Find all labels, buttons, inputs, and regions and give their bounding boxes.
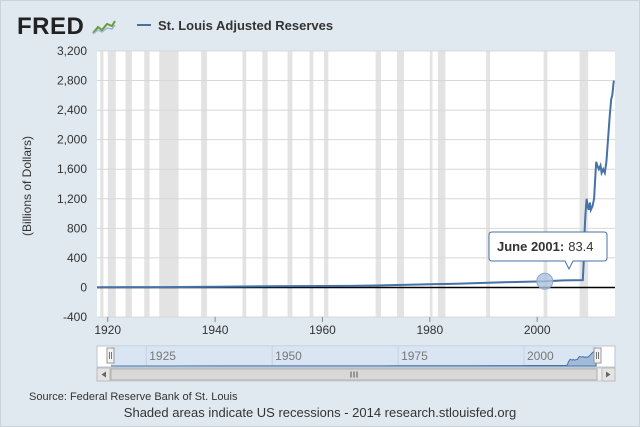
recession-band (437, 51, 446, 317)
navigator-tick-label: 1950 (275, 349, 302, 363)
navigator-tick-label: 2000 (527, 349, 554, 363)
scroll-right-button[interactable] (601, 367, 616, 382)
y-tick-label: 2,800 (57, 74, 87, 88)
tooltip: June 2001: 83.4 (488, 231, 608, 290)
recession-band (100, 51, 104, 317)
fred-logo[interactable]: FRED (17, 13, 116, 41)
legend-swatch (137, 24, 151, 26)
tooltip-box (488, 231, 608, 271)
navigator-ticks: 1925 1950 1975 2000 (145, 346, 554, 367)
recession-band (201, 51, 208, 317)
recession-band (262, 51, 268, 317)
scrollbar-thumb[interactable] (110, 368, 598, 381)
scroll-left-button[interactable] (96, 367, 111, 382)
tooltip-separator: : (560, 239, 564, 254)
x-tick-label: 1960 (309, 323, 336, 337)
x-tick-label: 2000 (524, 323, 551, 337)
footer-note[interactable]: Shaded areas indicate US recessions - 20… (123, 405, 517, 420)
trend-graph-icon (91, 20, 116, 35)
recession-band (429, 51, 433, 317)
navigator-left-handle[interactable] (106, 347, 115, 364)
y-tick-label: 1,200 (57, 192, 87, 206)
arrow-right-icon (606, 371, 611, 378)
series-group (96, 80, 615, 289)
plot-area[interactable]: June 2001: 83.4 (96, 50, 615, 318)
legend-series-label: St. Louis Adjusted Reserves (158, 17, 334, 33)
plot-background (97, 51, 615, 317)
x-tick-label: 1920 (94, 323, 121, 337)
recession-bands (100, 51, 589, 317)
y-tick-label: 0 (80, 280, 87, 294)
y-tick-label: 1,600 (57, 162, 87, 176)
navigator-selection[interactable] (111, 346, 597, 367)
recession-band (486, 51, 490, 317)
y-axis-label: (Billions of Dollars) (20, 136, 34, 236)
y-tick-label: 400 (67, 251, 87, 265)
recession-band (579, 51, 589, 317)
y-tick-label: 2,400 (57, 103, 87, 117)
navigator-tick-label: 1925 (149, 349, 176, 363)
y-tick-label: 800 (67, 221, 87, 235)
logo-text: FRED (17, 13, 85, 40)
tooltip-value: 83.4 (568, 239, 593, 254)
navigator-right-handle[interactable] (593, 347, 602, 364)
navigator-series-area (111, 349, 597, 367)
source-note: Source: Federal Reserve Bank of St. Loui… (29, 391, 238, 403)
y-axis: -400 0 400 800 1,200 1,600 2,000 2,400 2,800 3,20… (57, 44, 87, 324)
recession-band (144, 51, 150, 317)
navigator-series (111, 349, 597, 367)
chart-legend[interactable]: St. Louis Adjusted Reserves (137, 13, 333, 37)
recession-band (397, 51, 405, 317)
navigator[interactable]: 1925 1950 1975 2000 (96, 345, 616, 368)
x-tick-label: 1940 (202, 323, 229, 337)
recession-band (242, 51, 247, 317)
x-tick-label: 1980 (416, 323, 443, 337)
arrow-left-icon (101, 371, 106, 378)
y-tick-label: 2,000 (57, 133, 87, 147)
recession-band (287, 51, 293, 317)
navigator-tick-label: 1975 (401, 349, 428, 363)
y-tick-label: 3,200 (57, 44, 87, 58)
recession-band (125, 51, 132, 317)
recession-band (309, 51, 314, 317)
tooltip-text: June 2001: 83.4 (497, 239, 594, 254)
recession-band (324, 51, 329, 317)
y-tick-label: -400 (63, 310, 87, 324)
scrollbar[interactable] (96, 367, 616, 382)
series-line (96, 80, 615, 289)
recession-band (159, 51, 179, 317)
tooltip-marker (536, 272, 554, 290)
recession-band (107, 51, 116, 317)
tooltip-label: June 2001 (497, 239, 560, 254)
recession-band (543, 51, 548, 317)
recession-band (375, 51, 381, 317)
x-axis: 1920 1940 1960 1980 2000 (94, 317, 551, 337)
